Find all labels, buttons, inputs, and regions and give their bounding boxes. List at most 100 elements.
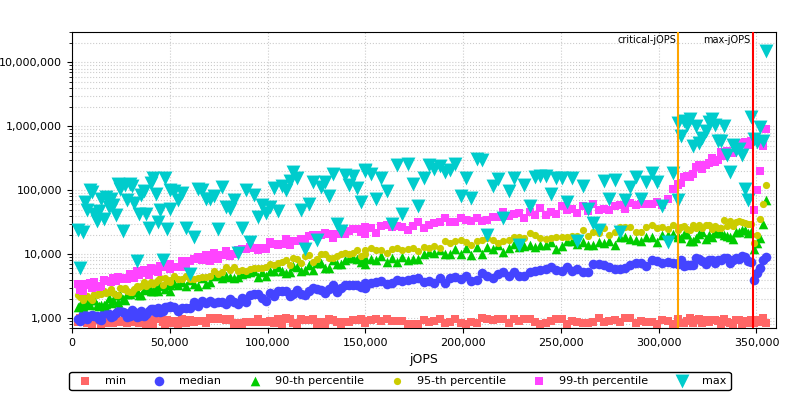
90-th percentile: [78, 301, 91, 308]
90-th percentile: [93, 302, 106, 309]
90-th percentile: [118, 296, 131, 303]
99-th percentile: [571, 210, 584, 216]
95-th percentile: [672, 226, 685, 233]
max: [130, 258, 143, 264]
min: [90, 317, 103, 324]
median: [275, 288, 288, 294]
95-th percentile: [235, 267, 248, 274]
95-th percentile: [107, 290, 120, 296]
90-th percentile: [726, 235, 739, 242]
max: [315, 184, 328, 190]
99-th percentile: [402, 226, 414, 233]
max: [618, 197, 631, 204]
95-th percentile: [754, 216, 766, 223]
median: [235, 295, 248, 301]
99-th percentile: [750, 187, 763, 194]
median: [167, 304, 180, 310]
95-th percentile: [231, 268, 244, 274]
90-th percentile: [529, 244, 542, 250]
90-th percentile: [275, 268, 288, 274]
max: [203, 196, 216, 202]
max: [98, 216, 110, 222]
min: [666, 321, 679, 327]
min: [502, 320, 515, 326]
median: [76, 311, 89, 318]
min: [481, 316, 494, 322]
max: [126, 183, 138, 190]
median: [438, 280, 451, 286]
99-th percentile: [114, 276, 126, 282]
99-th percentile: [687, 170, 700, 177]
90-th percentile: [183, 277, 196, 284]
99-th percentile: [351, 226, 364, 232]
min: [81, 320, 94, 326]
min: [422, 319, 435, 325]
95-th percentile: [433, 244, 446, 251]
max: [291, 175, 304, 181]
max: [323, 193, 336, 200]
median: [545, 264, 558, 270]
min: [259, 319, 272, 326]
99-th percentile: [566, 205, 578, 212]
90-th percentile: [211, 272, 224, 278]
max: [343, 182, 356, 188]
90-th percentile: [71, 304, 84, 310]
min: [497, 316, 510, 322]
min: [102, 320, 115, 326]
max: [138, 188, 150, 194]
90-th percentile: [128, 289, 141, 296]
min: [343, 319, 356, 325]
99-th percentile: [723, 150, 736, 156]
min: [592, 315, 605, 322]
max: [687, 143, 700, 150]
95-th percentile: [592, 229, 605, 236]
min: [251, 316, 264, 322]
90-th percentile: [708, 229, 721, 235]
99-th percentile: [364, 224, 377, 231]
99-th percentile: [307, 232, 320, 238]
99-th percentile: [699, 162, 712, 168]
median: [390, 277, 403, 284]
median: [730, 254, 742, 261]
median: [735, 252, 748, 259]
max: [150, 191, 162, 198]
99-th percentile: [251, 246, 264, 253]
median: [550, 267, 562, 273]
min: [100, 316, 113, 322]
90-th percentile: [433, 247, 446, 253]
median: [375, 278, 388, 284]
median: [486, 275, 499, 281]
95-th percentile: [86, 296, 98, 303]
max: [730, 146, 742, 153]
median: [315, 286, 328, 293]
90-th percentile: [95, 302, 108, 308]
max: [211, 226, 224, 232]
max: [195, 186, 208, 193]
95-th percentile: [566, 232, 578, 239]
median: [351, 282, 364, 288]
95-th percentile: [640, 224, 653, 230]
median: [343, 282, 356, 289]
min: [662, 318, 674, 324]
min: [223, 315, 236, 322]
90-th percentile: [287, 263, 300, 269]
min: [161, 317, 174, 323]
90-th percentile: [714, 229, 727, 236]
95-th percentile: [634, 229, 647, 235]
min: [163, 318, 176, 324]
99-th percentile: [486, 213, 499, 220]
max: [750, 138, 763, 145]
max: [167, 188, 180, 194]
max: [255, 202, 268, 208]
min: [720, 319, 733, 325]
90-th percentile: [735, 227, 748, 234]
min: [287, 320, 300, 326]
median: [754, 265, 766, 272]
95-th percentile: [359, 250, 372, 257]
99-th percentile: [598, 206, 610, 213]
99-th percentile: [418, 225, 430, 232]
min: [303, 316, 316, 323]
median: [156, 308, 169, 314]
max: [156, 256, 169, 263]
min: [730, 317, 742, 324]
